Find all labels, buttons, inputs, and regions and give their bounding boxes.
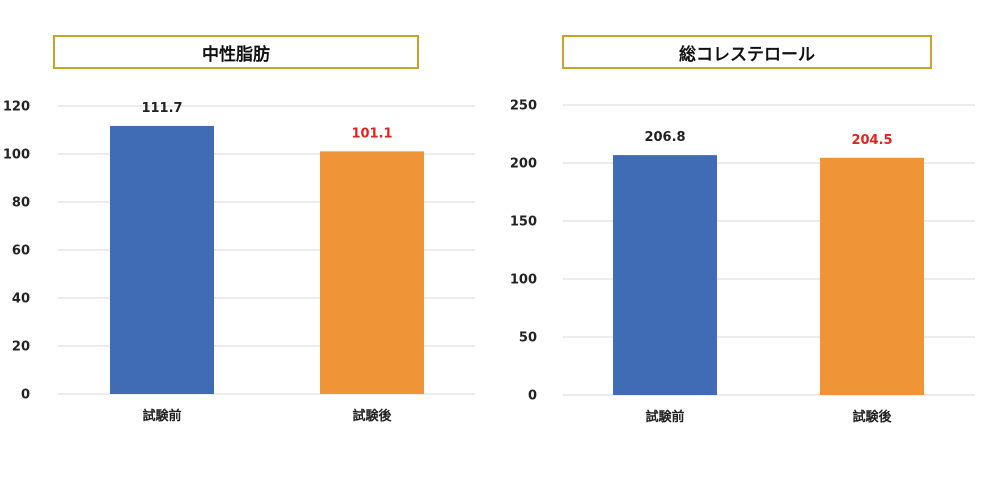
triglyceride-ytick-label: 20 bbox=[12, 340, 30, 355]
triglyceride-ytick-label: 0 bbox=[21, 388, 30, 403]
cholesterol-category-label-before: 試験前 bbox=[645, 409, 684, 425]
cholesterol-data-label-before: 206.8 bbox=[644, 130, 685, 145]
triglyceride-data-label-before: 111.7 bbox=[141, 101, 182, 116]
cholesterol-data-label-after: 204.5 bbox=[851, 133, 892, 148]
chart-title-triglyceride: 中性脂肪 bbox=[53, 35, 419, 69]
cholesterol-ytick-label: 100 bbox=[510, 273, 537, 288]
triglyceride-ytick-label: 60 bbox=[12, 244, 30, 259]
cholesterol-ytick-label: 150 bbox=[510, 215, 537, 230]
cholesterol-ytick-label: 50 bbox=[519, 331, 537, 346]
triglyceride-ytick-label: 120 bbox=[3, 100, 30, 115]
cholesterol-ytick-label: 0 bbox=[528, 389, 537, 404]
triglyceride-bar-before bbox=[110, 125, 214, 395]
triglyceride-category-label-before: 試験前 bbox=[142, 408, 181, 424]
cholesterol-bar-before bbox=[613, 155, 717, 395]
triglyceride-ytick-label: 100 bbox=[3, 148, 30, 163]
triglyceride-data-label-after: 101.1 bbox=[351, 126, 392, 141]
cholesterol-ytick-label: 250 bbox=[510, 99, 537, 114]
triglyceride-category-label-after: 試験後 bbox=[352, 408, 392, 424]
triglyceride-ytick-label: 40 bbox=[12, 292, 30, 307]
cholesterol-bar-after bbox=[820, 157, 924, 395]
chart-title-cholesterol: 総コレステロール bbox=[562, 35, 932, 69]
triglyceride-bar-after bbox=[320, 151, 424, 394]
cholesterol-ytick-label: 200 bbox=[510, 157, 537, 172]
triglyceride-ytick-label: 80 bbox=[12, 196, 30, 211]
cholesterol-category-label-after: 試験後 bbox=[852, 409, 892, 425]
